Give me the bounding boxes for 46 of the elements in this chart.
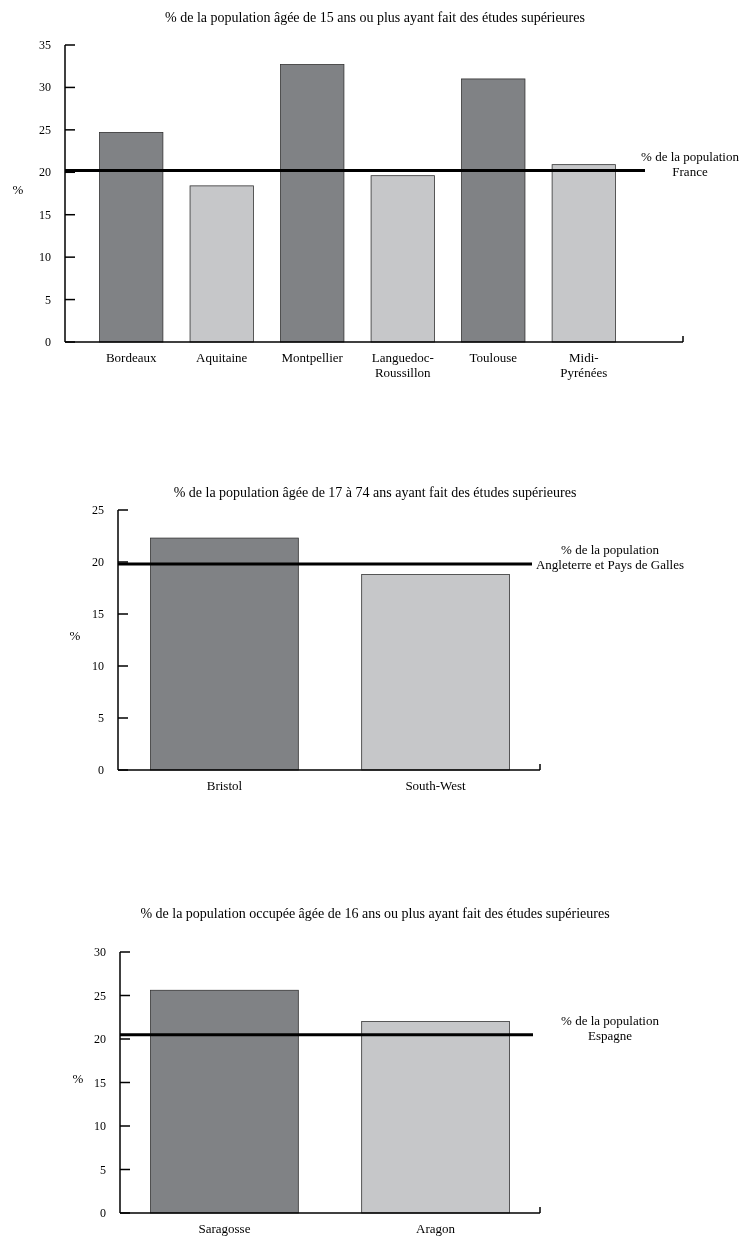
x-tick-label: Midi- Pyrénées bbox=[560, 350, 608, 380]
y-tick-label: 0 bbox=[100, 1206, 106, 1220]
y-tick-label: 0 bbox=[98, 763, 104, 777]
chart-title: % de la population âgée de 15 ans ou plus ayant fait des études supérieures bbox=[165, 10, 585, 25]
x-tick-label: Saragosse bbox=[198, 1221, 251, 1236]
bar bbox=[461, 78, 526, 343]
y-tick-label: 10 bbox=[92, 659, 104, 673]
bar bbox=[280, 64, 345, 343]
x-tick-label: Montpellier bbox=[281, 350, 344, 365]
bar bbox=[551, 164, 616, 343]
y-tick-label: 15 bbox=[39, 207, 51, 222]
y-axis-title: % bbox=[69, 628, 81, 643]
y-tick-label: 20 bbox=[39, 165, 51, 180]
ref-line-label: % de la population France bbox=[641, 148, 740, 179]
y-tick-label: 30 bbox=[39, 80, 51, 95]
y-tick-label: 5 bbox=[100, 1162, 106, 1177]
y-tick-label: 25 bbox=[92, 503, 104, 517]
y-tick-label: 25 bbox=[94, 988, 106, 1003]
y-tick-label: 5 bbox=[98, 711, 104, 725]
ref-line-label: % de la population Angleterre et Pays de Galles bbox=[535, 542, 685, 573]
y-axis-title: % bbox=[72, 1070, 84, 1086]
x-tick-label: Aquitaine bbox=[196, 350, 248, 365]
ref-line-label: % de la population Espagne bbox=[561, 1012, 660, 1043]
bar bbox=[99, 132, 164, 343]
bar bbox=[189, 185, 254, 343]
x-tick-label: South-West bbox=[405, 778, 467, 793]
y-tick-label: 5 bbox=[45, 292, 51, 307]
y-axis-title: % bbox=[12, 181, 24, 197]
chart-title: % de la population occupée âgée de 16 ans ou plus ayant fait des études supérieures bbox=[140, 906, 610, 921]
y-tick-label: 15 bbox=[94, 1075, 106, 1090]
y-tick-label: 15 bbox=[92, 607, 104, 621]
x-tick-label: Aragon bbox=[416, 1221, 456, 1236]
y-tick-label: 35 bbox=[39, 38, 51, 52]
x-tick-label: Toulouse bbox=[469, 350, 518, 365]
bar bbox=[370, 175, 435, 343]
chart-title: % de la population âgée de 17 à 74 ans ayant fait des études supérieures bbox=[173, 485, 577, 500]
y-tick-label: 20 bbox=[94, 1032, 106, 1046]
y-tick-label: 30 bbox=[94, 945, 106, 959]
x-tick-label: Bristol bbox=[206, 778, 243, 793]
y-tick-label: 20 bbox=[92, 555, 104, 569]
y-tick-label: 0 bbox=[45, 335, 51, 349]
y-tick-label: 10 bbox=[94, 1119, 106, 1133]
x-tick-label: Bordeaux bbox=[105, 350, 157, 365]
y-tick-label: 10 bbox=[39, 250, 51, 265]
x-tick-label: Languedoc- Roussillon bbox=[371, 350, 434, 380]
y-tick-label: 25 bbox=[39, 122, 51, 137]
